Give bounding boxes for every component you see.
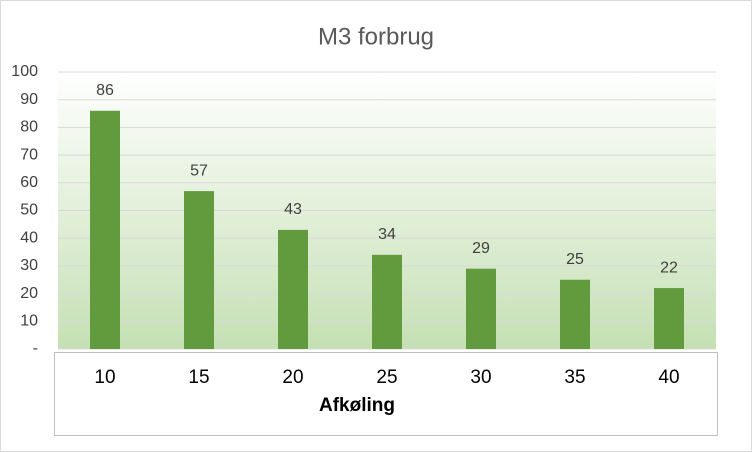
bar xyxy=(90,110,120,349)
data-label: 29 xyxy=(472,240,490,257)
data-label: 34 xyxy=(378,226,396,243)
y-tick-label: 20 xyxy=(20,285,38,302)
x-tick-label: 30 xyxy=(470,367,491,388)
x-tick-label: 25 xyxy=(376,367,397,388)
y-tick-label: 90 xyxy=(20,91,38,108)
y-tick-label: 100 xyxy=(11,63,38,80)
y-tick-label: 10 xyxy=(20,313,38,330)
chart-title: M3 forbrug xyxy=(318,23,434,50)
data-label: 57 xyxy=(190,162,208,179)
bar xyxy=(654,288,684,349)
bar xyxy=(466,268,496,349)
y-tick-label: 60 xyxy=(20,174,38,191)
y-tick-label: 70 xyxy=(20,146,38,163)
x-tick-label: 40 xyxy=(658,367,679,388)
x-tick-label: 35 xyxy=(564,367,585,388)
y-tick-label: 30 xyxy=(20,257,38,274)
bar xyxy=(560,279,590,349)
bar xyxy=(372,254,402,349)
y-tick-label: 40 xyxy=(20,229,38,246)
y-tick-label: - xyxy=(33,340,38,357)
x-axis-title: Afkøling xyxy=(319,395,395,416)
data-label: 43 xyxy=(284,201,302,218)
bar xyxy=(184,191,214,349)
y-tick-label: 50 xyxy=(20,202,38,219)
x-tick-label: 20 xyxy=(282,367,303,388)
y-tick-label: 80 xyxy=(20,119,38,136)
data-label: 86 xyxy=(96,82,114,99)
bar xyxy=(278,229,308,349)
data-label: 22 xyxy=(660,259,678,276)
x-tick-label: 10 xyxy=(94,367,115,388)
category-box xyxy=(54,352,718,436)
data-label: 25 xyxy=(566,251,584,268)
x-tick-label: 15 xyxy=(188,367,209,388)
